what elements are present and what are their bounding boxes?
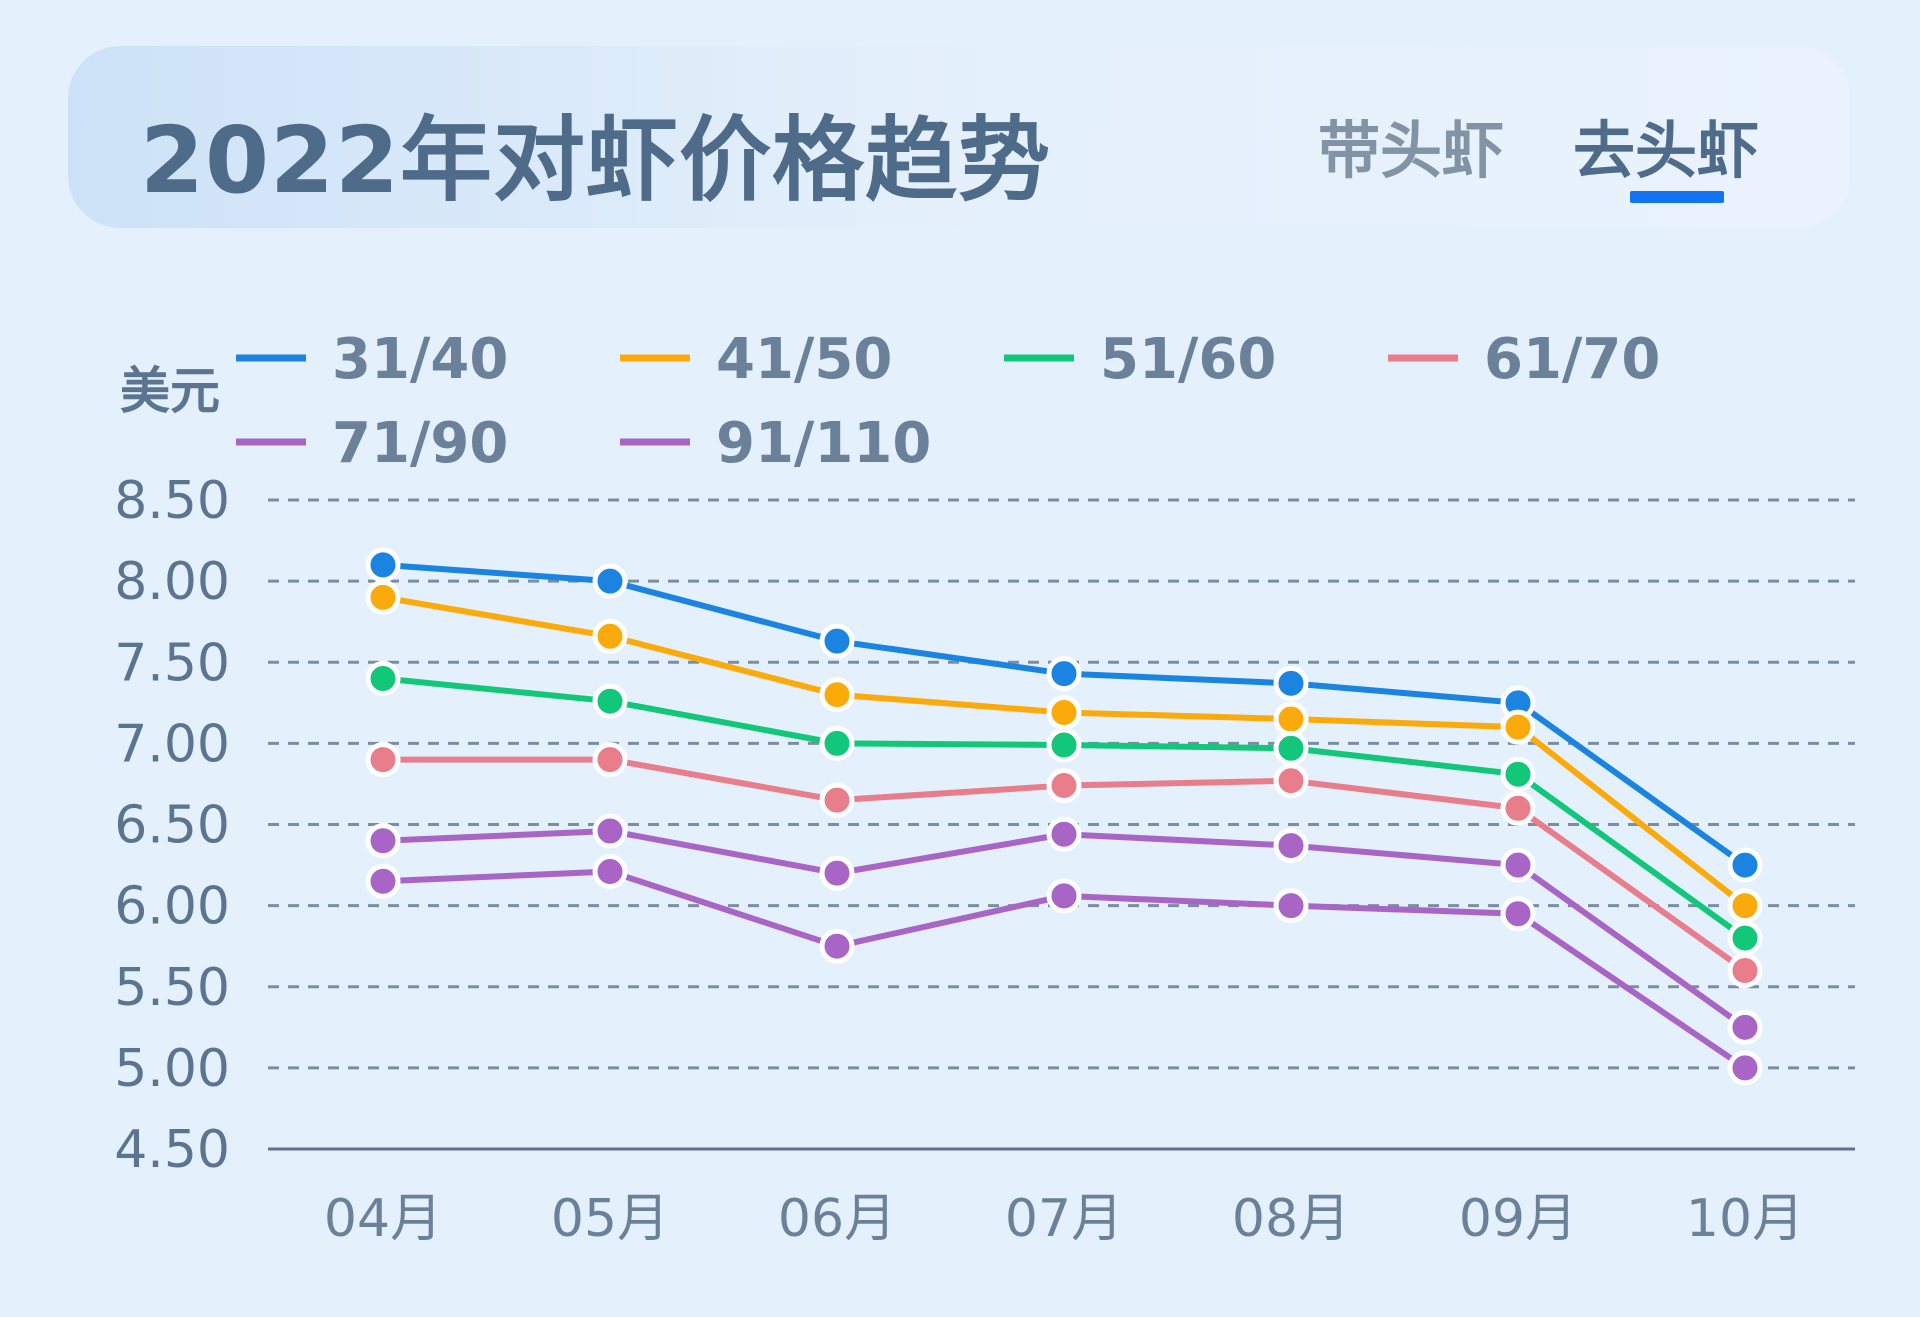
- data-point: [592, 813, 628, 849]
- data-point: [1046, 816, 1082, 852]
- header-panel: [68, 46, 1850, 228]
- data-point: [365, 742, 401, 778]
- data-point: [1273, 665, 1309, 701]
- data-point: [819, 725, 855, 761]
- x-tick-label: 07月: [1005, 1189, 1123, 1249]
- x-tick-label: 05月: [551, 1189, 669, 1249]
- x-tick-label: 06月: [778, 1189, 896, 1249]
- data-point: [1727, 953, 1763, 989]
- data-point: [1500, 847, 1536, 883]
- x-tick-label: 10月: [1686, 1189, 1804, 1249]
- data-point: [1273, 763, 1309, 799]
- data-point: [1500, 756, 1536, 792]
- y-axis-label: 美元: [120, 362, 220, 420]
- x-tick-label: 08月: [1232, 1189, 1350, 1249]
- data-point: [1273, 888, 1309, 924]
- legend-label: 51/60: [1100, 327, 1276, 392]
- chart-title: 2022年对虾价格趋势: [140, 107, 1052, 214]
- x-tick-label: 04月: [324, 1189, 442, 1249]
- y-tick-label: 7.50: [114, 633, 230, 693]
- data-point: [365, 579, 401, 615]
- data-point: [592, 742, 628, 778]
- y-tick-label: 8.00: [114, 552, 230, 612]
- y-tick-label: 5.00: [114, 1039, 230, 1099]
- data-point: [1273, 730, 1309, 766]
- data-point: [1500, 709, 1536, 745]
- data-point: [819, 855, 855, 891]
- data-point: [1046, 727, 1082, 763]
- y-tick-label: 4.50: [114, 1120, 230, 1180]
- data-point: [1500, 790, 1536, 826]
- data-point: [1727, 1009, 1763, 1045]
- data-point: [819, 782, 855, 818]
- data-point: [365, 863, 401, 899]
- legend-label: 91/110: [716, 411, 931, 476]
- legend-label: 31/40: [332, 327, 508, 392]
- data-point: [1727, 1050, 1763, 1086]
- y-tick-label: 5.50: [114, 958, 230, 1018]
- tab-head-on-shrimp[interactable]: 带头虾: [1318, 114, 1505, 187]
- tab-headless-shrimp[interactable]: 去头虾: [1573, 114, 1760, 187]
- data-point: [1727, 888, 1763, 924]
- legend-label: 71/90: [332, 411, 508, 476]
- data-point: [1727, 847, 1763, 883]
- data-point: [592, 563, 628, 599]
- legend-label: 61/70: [1484, 327, 1660, 392]
- data-point: [1046, 656, 1082, 692]
- y-tick-label: 8.50: [114, 471, 230, 531]
- data-point: [592, 618, 628, 654]
- data-point: [1727, 920, 1763, 956]
- legend-label: 41/50: [716, 327, 892, 392]
- data-point: [1046, 768, 1082, 804]
- y-tick-label: 6.50: [114, 796, 230, 856]
- data-point: [592, 683, 628, 719]
- data-point: [1500, 896, 1536, 932]
- data-point: [1273, 701, 1309, 737]
- data-point: [592, 854, 628, 890]
- x-tick-label: 09月: [1459, 1189, 1577, 1249]
- active-tab-indicator: [1630, 191, 1724, 203]
- data-point: [365, 660, 401, 696]
- data-point: [819, 677, 855, 713]
- y-tick-label: 7.00: [114, 714, 230, 774]
- y-tick-label: 6.00: [114, 877, 230, 937]
- data-point: [1273, 828, 1309, 864]
- data-point: [819, 623, 855, 659]
- data-point: [365, 547, 401, 583]
- data-point: [1046, 878, 1082, 914]
- data-point: [819, 928, 855, 964]
- data-point: [1046, 695, 1082, 731]
- data-point: [365, 823, 401, 859]
